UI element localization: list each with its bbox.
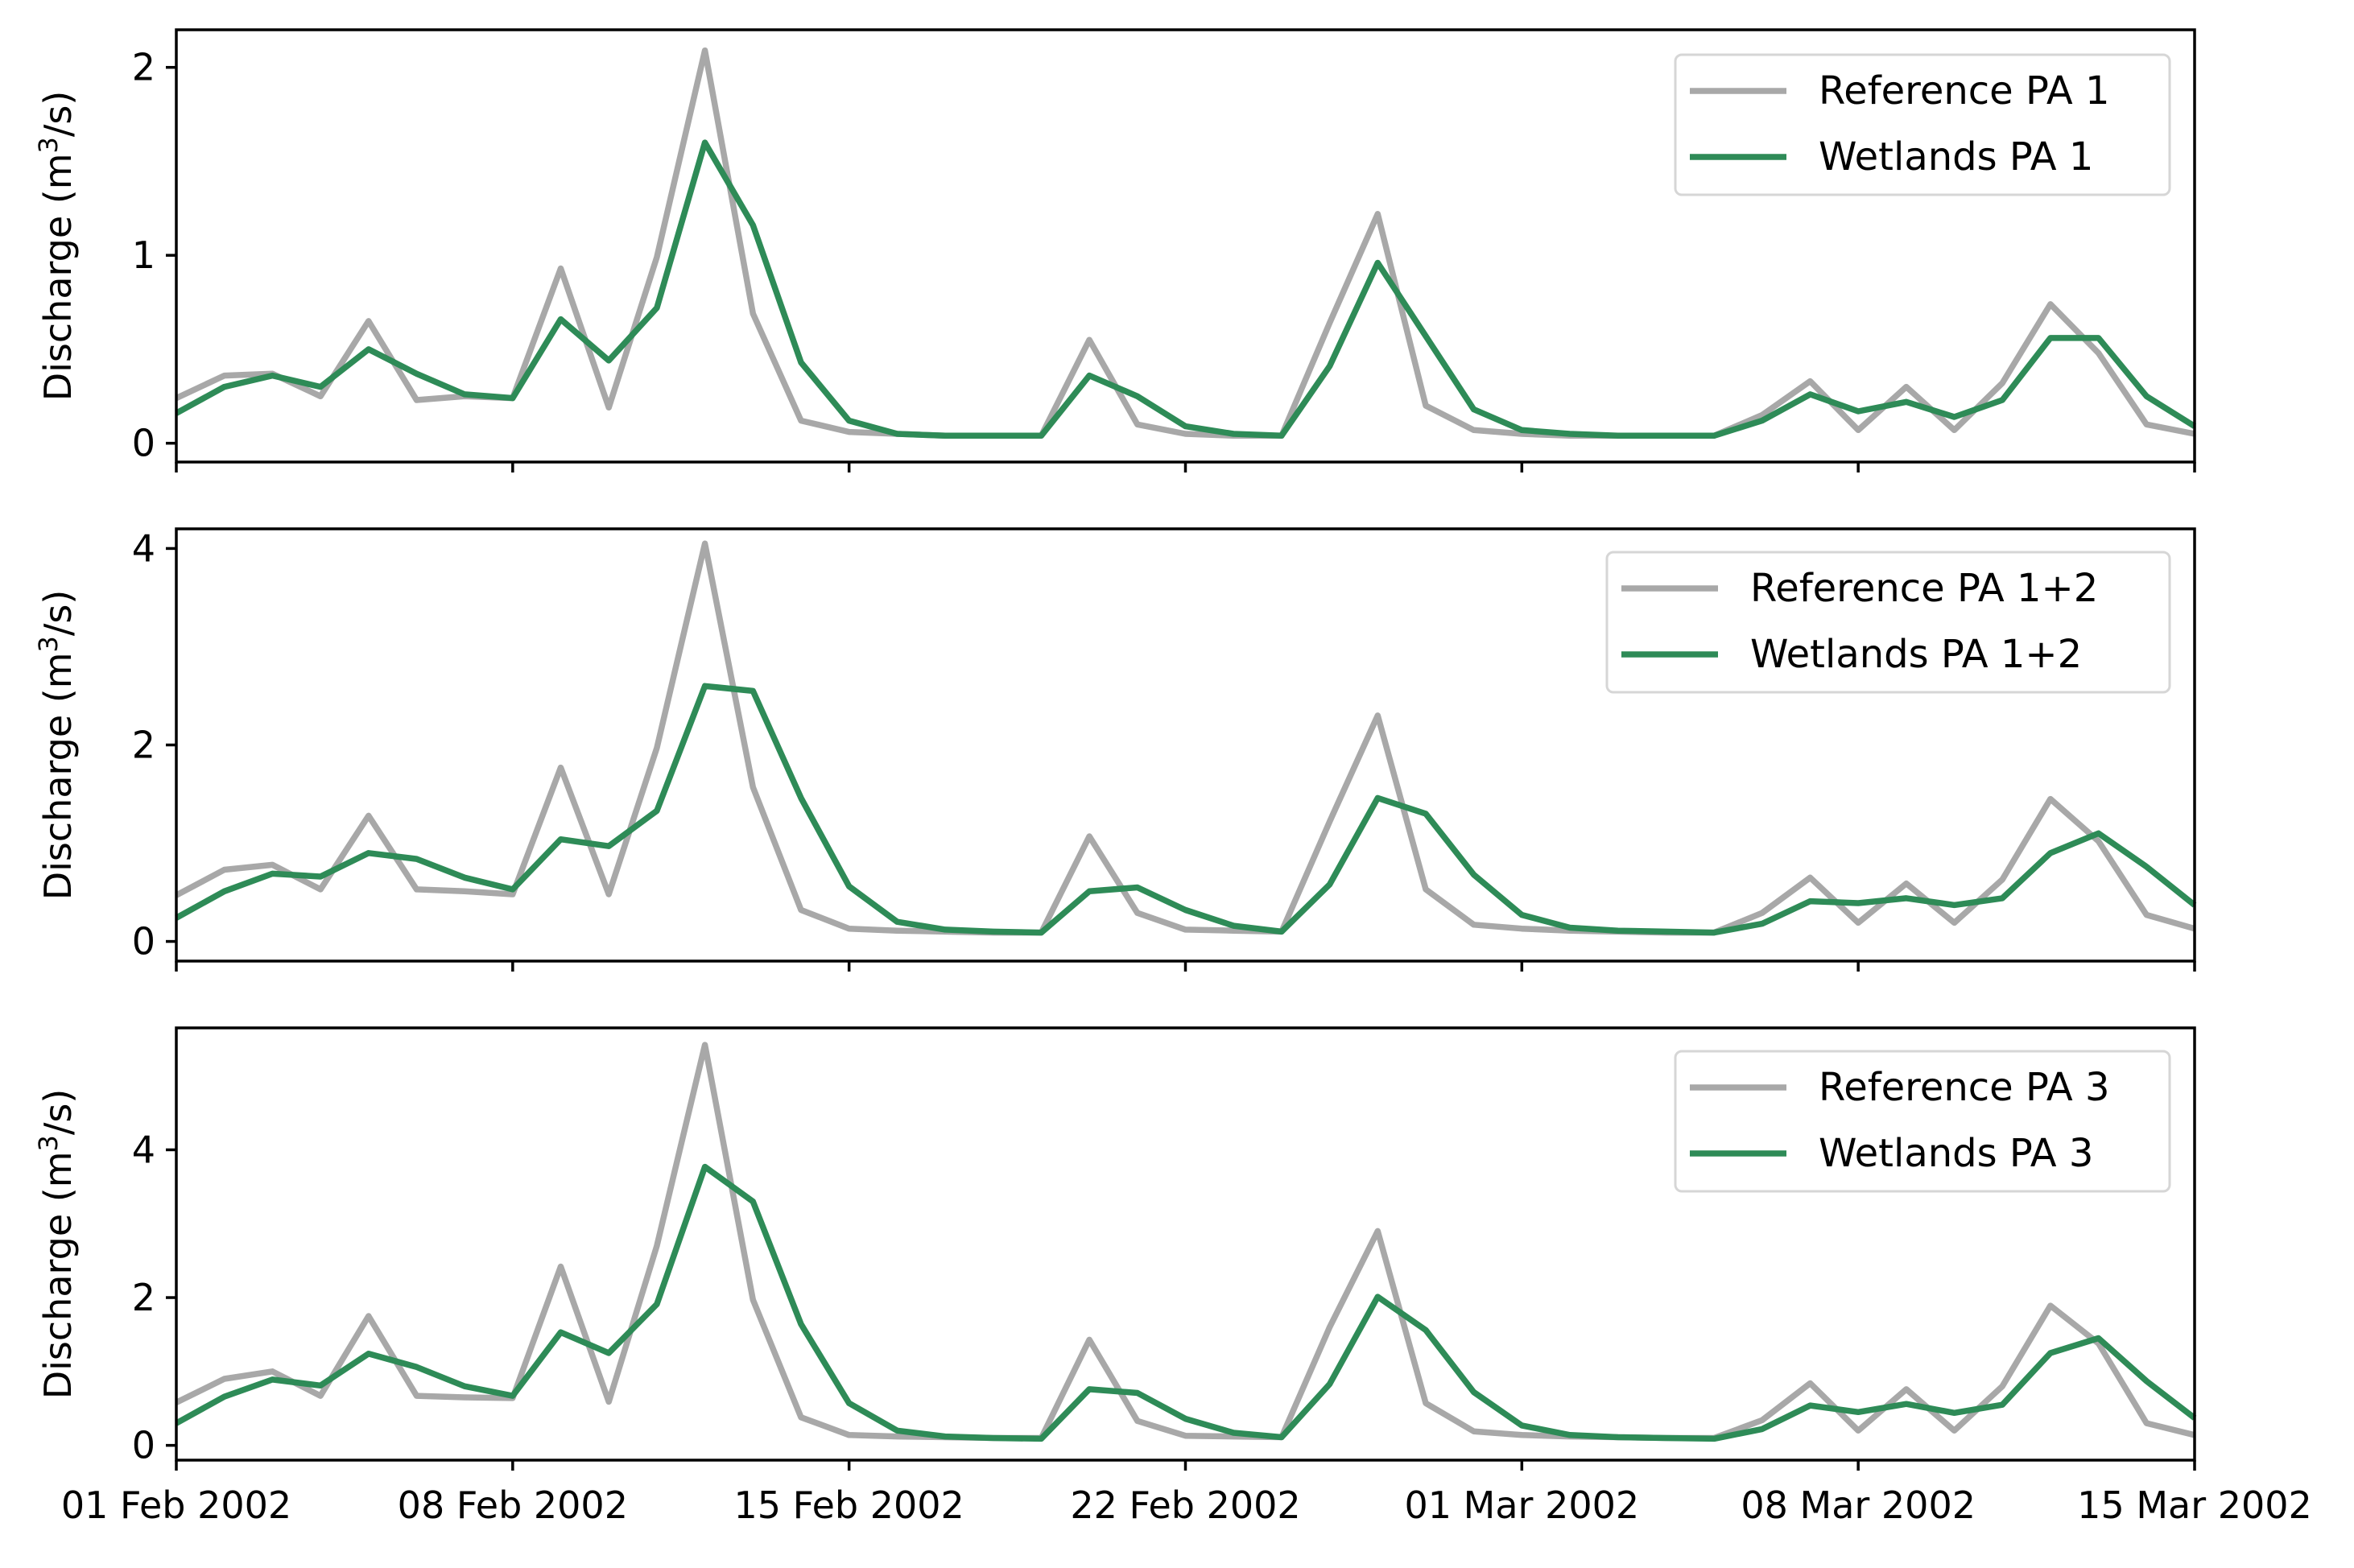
legend-label-wetlands: Wetlands PA 3 (1819, 1131, 2093, 1176)
panel-3: 0 2 4 01 Feb 2002 08 Feb 2002 15 Feb 2002 22 F… (33, 1026, 2312, 1527)
x-tick-label: 15 Feb 2002 (734, 1483, 964, 1527)
series-line-wetlands (175, 139, 2196, 439)
legend-box (1674, 53, 2171, 196)
y-axis-label-main: Discharge (m (36, 153, 80, 401)
y-axis-label-superscript: 3 (33, 1135, 64, 1151)
legend-label-reference: Reference PA 1 (1819, 68, 2109, 113)
y-axis-label-end: /s) (36, 91, 80, 137)
x-tick-label: 01 Mar 2002 (1405, 1483, 1640, 1527)
y-tick-label: 0 (132, 920, 155, 963)
legend: Reference PA 1 Wetlands PA 1 (1674, 53, 2171, 196)
y-axis-label-end: /s) (36, 1089, 80, 1135)
y-tick-label: 4 (132, 526, 155, 570)
legend-label-wetlands: Wetlands PA 1+2 (1750, 632, 2082, 677)
y-tick-label: 0 (132, 422, 155, 465)
x-tick-label: 08 Feb 2002 (398, 1483, 628, 1527)
legend-box (1674, 1050, 2171, 1193)
y-tick-label: 2 (132, 46, 155, 89)
y-tick-label: 4 (132, 1128, 155, 1171)
y-axis-label-superscript: 3 (33, 636, 64, 652)
y-tick-label: 2 (132, 724, 155, 767)
series-line-wetlands (175, 683, 2197, 936)
y-axis-label: Discharge (m3/s) (33, 91, 80, 402)
panel-2: 0 2 4 Discharge (m3/s) Reference PA 1+2 Wetla… (33, 526, 2197, 972)
legend: Reference PA 1+2 Wetlands PA 1+2 (1605, 551, 2171, 694)
series-line-reference (175, 540, 2196, 936)
y-axis-label: Discharge (m3/s) (33, 1089, 80, 1400)
y-axis-label-main: Discharge (m (36, 652, 80, 900)
x-tick-label: 15 Mar 2002 (2077, 1483, 2312, 1527)
panel-1: 0 1 2 Discharge (m3/s) Reference PA 1 Wetland… (33, 28, 2196, 472)
y-tick-label: 1 (132, 233, 155, 277)
y-axis-label-superscript: 3 (33, 137, 64, 153)
legend-box (1605, 551, 2171, 694)
legend: Reference PA 3 Wetlands PA 3 (1674, 1050, 2171, 1193)
y-axis-label: Discharge (m3/s) (33, 590, 80, 901)
x-tick-label: 08 Mar 2002 (1741, 1483, 1976, 1527)
y-axis-label-main: Discharge (m (36, 1151, 80, 1399)
series-line-wetlands (175, 1163, 2197, 1442)
legend-label-wetlands: Wetlands PA 1 (1819, 134, 2093, 179)
legend-label-reference: Reference PA 3 (1819, 1065, 2109, 1110)
y-tick-label: 0 (132, 1424, 155, 1467)
y-tick-label: 2 (132, 1276, 155, 1319)
x-tick-label: 01 Feb 2002 (61, 1483, 291, 1527)
legend-label-reference: Reference PA 1+2 (1750, 566, 2098, 611)
y-axis-label-end: /s) (36, 590, 80, 636)
x-tick-label: 22 Feb 2002 (1070, 1483, 1300, 1527)
